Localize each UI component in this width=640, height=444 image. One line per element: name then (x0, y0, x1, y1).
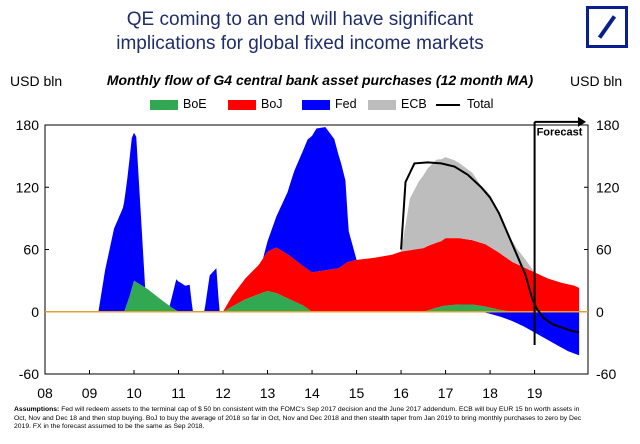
headline-line-2: implications for global fixed income mar… (116, 33, 484, 54)
headline: QE coming to an end will have significan… (0, 8, 600, 56)
x-tick-label: 17 (438, 385, 454, 401)
legend-line-total (436, 104, 460, 106)
y-tick-right: 180 (596, 117, 620, 133)
legend-swatch-boj (228, 100, 256, 110)
legend-label-boj: BoJ (261, 97, 283, 111)
notes-line-2: Oct, Nov and Dec 18 and then stop buying… (14, 414, 582, 422)
x-tick-label: 15 (349, 385, 365, 401)
notes-line-1: Fed will redeem assets to the terminal c… (61, 406, 580, 413)
legend-swatch-fed (302, 100, 330, 110)
x-tick-label: 14 (304, 385, 320, 401)
x-tick-label: 09 (82, 385, 98, 401)
x-tick-label: 12 (215, 385, 231, 401)
x-tick-label: 19 (527, 385, 543, 401)
x-tick-label: 18 (482, 385, 498, 401)
y-tick-right: 0 (596, 304, 604, 320)
x-tick-label: 16 (393, 385, 409, 401)
right-axis-unit: USD bln (570, 73, 623, 89)
headline-line-1: QE coming to an end will have significan… (126, 9, 474, 30)
y-tick-left: -60 (19, 366, 39, 382)
area-boj (45, 238, 580, 312)
forecast-label: Forecast (537, 126, 583, 138)
area-ecb (45, 157, 580, 312)
y-tick-right: -60 (596, 366, 616, 382)
assumptions-notes: Assumptions: Fed will redeem assets to t… (14, 406, 634, 432)
legend-label-total: Total (467, 97, 494, 111)
y-tick-left: 0 (31, 304, 39, 320)
legend-label-boe: BoE (183, 97, 207, 111)
line-total (400, 161, 580, 334)
area-boe (45, 280, 580, 312)
legend-swatch-boe (150, 100, 178, 110)
y-tick-right: 60 (596, 242, 612, 258)
brand-logo (586, 6, 628, 48)
legend-swatch-ecb (368, 100, 396, 110)
area-fed (45, 127, 580, 312)
forecast-arrow-head-icon (578, 116, 586, 127)
y-tick-right: 120 (596, 179, 620, 195)
x-tick-label: 11 (171, 385, 186, 401)
y-tick-left: 60 (23, 242, 39, 258)
x-tick-label: 08 (37, 385, 53, 401)
legend-label-fed: Fed (335, 97, 357, 111)
y-tick-left: 120 (16, 179, 40, 195)
area-fed-negative (45, 311, 580, 356)
notes-label: Assumptions: (14, 406, 60, 413)
x-tick-label: 10 (126, 385, 142, 401)
chart-title: Monthly flow of G4 central bank asset pu… (106, 72, 534, 88)
left-axis-unit: USD bln (10, 73, 63, 89)
legend-label-ecb: ECB (401, 97, 427, 111)
x-tick-label: 13 (260, 385, 276, 401)
notes-line-3: 2019. FX in the forecast assumed to be t… (14, 423, 205, 431)
y-tick-left: 180 (16, 117, 40, 133)
